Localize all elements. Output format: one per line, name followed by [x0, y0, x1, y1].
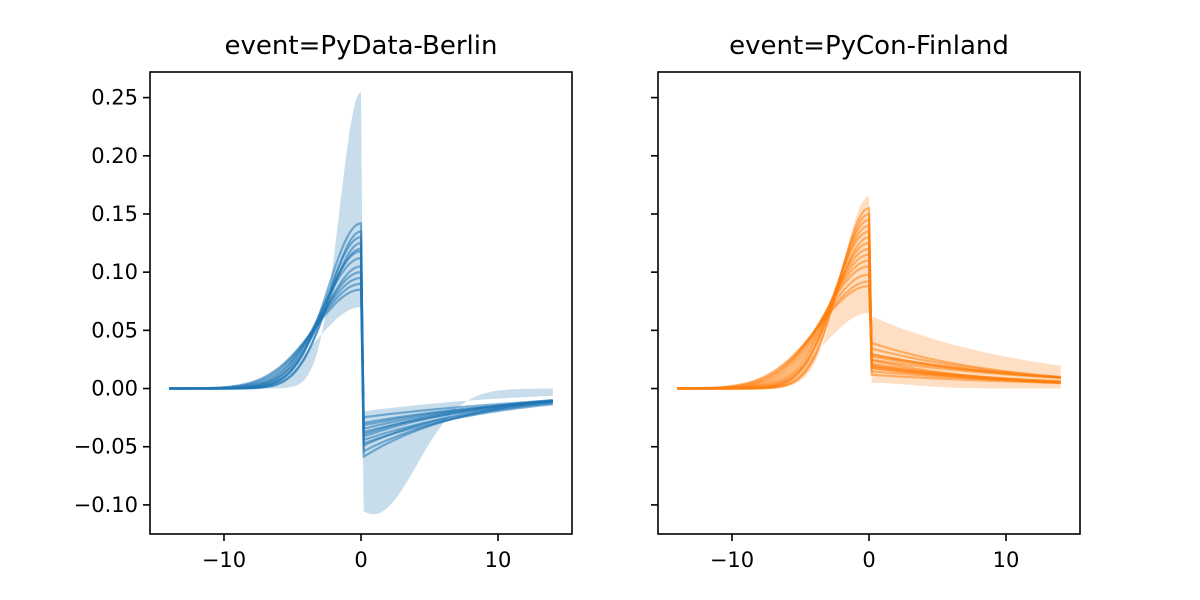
panel-title: event=PyCon-Finland [729, 31, 1009, 61]
y-tick-label: −0.10 [74, 493, 138, 517]
x-tick-label: 0 [862, 548, 875, 572]
panel-pydata-berlin: event=PyData-Berlin −10 0 10 −0.10 −0.05 0.00… [74, 31, 573, 572]
y-tick-label: 0.15 [91, 202, 138, 226]
y-tick-label: 0.10 [91, 260, 138, 284]
x-tick-label: 0 [354, 548, 367, 572]
y-tick-label: −0.05 [74, 435, 138, 459]
y-tick-label: 0.00 [91, 377, 138, 401]
panel-title: event=PyData-Berlin [225, 31, 498, 61]
x-tick-label: −10 [710, 548, 754, 572]
series-line [169, 288, 553, 445]
x-tick-label: 10 [485, 548, 512, 572]
y-tick-label: 0.20 [91, 144, 138, 168]
y-tick-label: 0.05 [91, 318, 138, 342]
x-tick-label: −10 [202, 548, 246, 572]
series-line [677, 284, 1061, 390]
x-tick-label: 10 [993, 548, 1020, 572]
y-tick-label: 0.25 [91, 86, 138, 110]
panel-pycon-finland: event=PyCon-Finland −10 0 10 [651, 31, 1081, 572]
